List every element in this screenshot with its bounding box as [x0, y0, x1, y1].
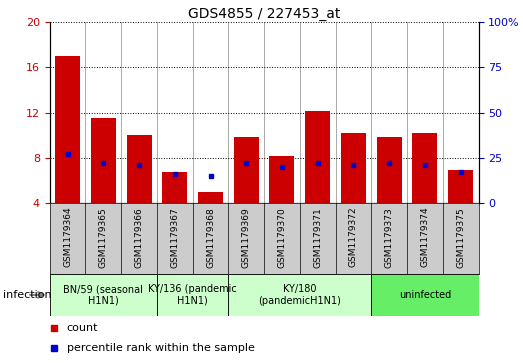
Bar — [371, 274, 479, 316]
Text: GSM1179372: GSM1179372 — [349, 207, 358, 268]
Text: GSM1179367: GSM1179367 — [170, 207, 179, 268]
Bar — [157, 274, 229, 316]
Bar — [198, 192, 223, 203]
Title: GDS4855 / 227453_at: GDS4855 / 227453_at — [188, 7, 340, 21]
Bar — [91, 118, 116, 203]
Bar — [50, 274, 157, 316]
Text: count: count — [67, 323, 98, 333]
Text: GSM1179370: GSM1179370 — [278, 207, 287, 268]
Text: KY/180
(pandemicH1N1): KY/180 (pandemicH1N1) — [258, 284, 342, 306]
Bar — [55, 56, 80, 203]
Bar — [234, 138, 259, 203]
Text: GSM1179365: GSM1179365 — [99, 207, 108, 268]
Text: GSM1179374: GSM1179374 — [420, 207, 429, 268]
Text: KY/136 (pandemic
H1N1): KY/136 (pandemic H1N1) — [148, 284, 237, 306]
Text: GSM1179373: GSM1179373 — [385, 207, 394, 268]
Bar — [269, 156, 294, 203]
Bar — [413, 133, 437, 203]
Bar — [162, 172, 187, 203]
Bar — [448, 170, 473, 203]
Text: GSM1179375: GSM1179375 — [456, 207, 465, 268]
Text: GSM1179364: GSM1179364 — [63, 207, 72, 268]
Text: uninfected: uninfected — [399, 290, 451, 300]
Bar — [341, 133, 366, 203]
Text: percentile rank within the sample: percentile rank within the sample — [67, 343, 255, 354]
Bar — [229, 274, 371, 316]
Text: GSM1179371: GSM1179371 — [313, 207, 322, 268]
Text: GSM1179366: GSM1179366 — [134, 207, 143, 268]
Bar — [377, 138, 402, 203]
Text: infection: infection — [3, 290, 51, 300]
Text: BN/59 (seasonal
H1N1): BN/59 (seasonal H1N1) — [63, 284, 143, 306]
Text: GSM1179368: GSM1179368 — [206, 207, 215, 268]
Bar — [305, 111, 330, 203]
Bar — [127, 135, 152, 203]
Text: GSM1179369: GSM1179369 — [242, 207, 251, 268]
